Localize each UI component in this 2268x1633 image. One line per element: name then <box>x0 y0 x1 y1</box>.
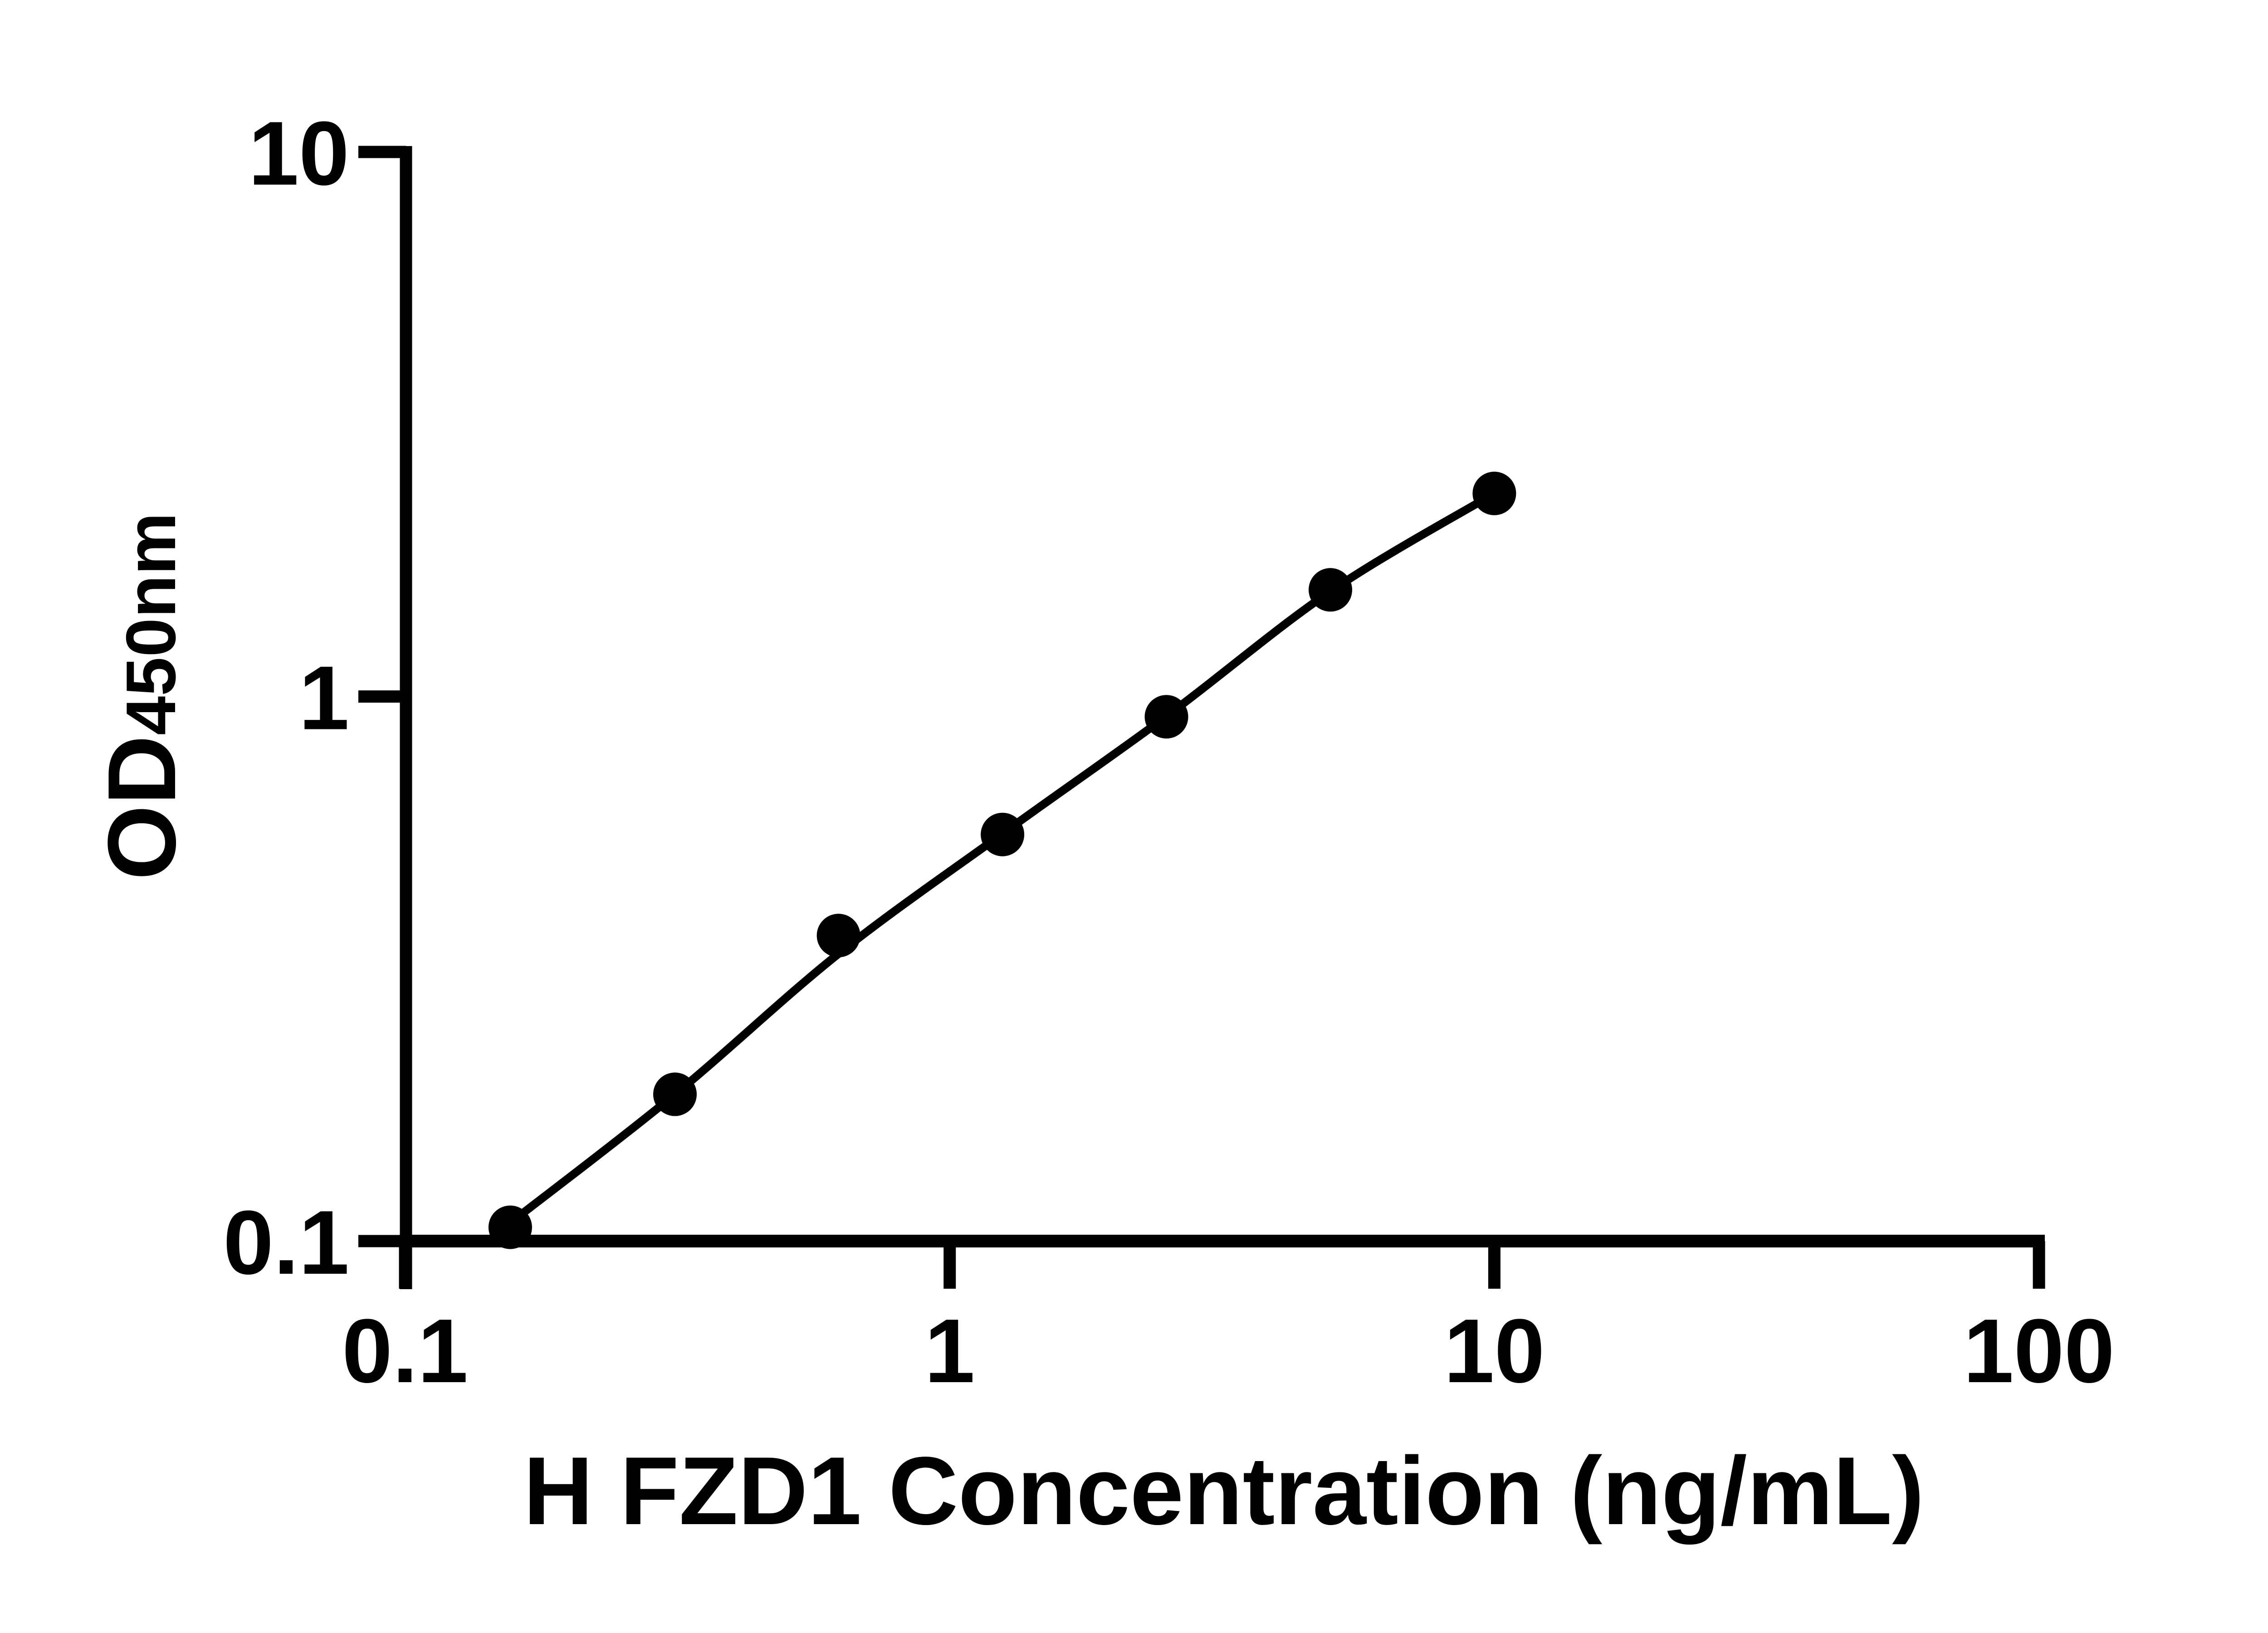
y-axis-title-main: OD <box>88 735 196 880</box>
y-axis-title: OD450nm <box>88 513 196 880</box>
x-axis-ticks <box>399 1241 2045 1289</box>
x-axis-title: H FZD1 Concentration (ng/mL) <box>523 1437 1924 1545</box>
y-axis-ticks <box>358 146 406 1247</box>
data-point <box>1472 471 1516 515</box>
data-points-layer <box>488 471 1516 1249</box>
data-point <box>488 1205 532 1249</box>
data-point <box>653 1072 697 1116</box>
y-tick-label: 0.1 <box>223 1192 349 1293</box>
data-point <box>1309 568 1352 612</box>
x-axis-tick-labels: 0.1 1 10 100 <box>342 1301 2115 1402</box>
y-tick-label: 10 <box>249 103 349 204</box>
y-tick-label: 1 <box>299 648 349 749</box>
x-tick-label: 1 <box>924 1301 975 1402</box>
x-tick-label: 0.1 <box>342 1301 468 1402</box>
x-tick-label: 10 <box>1444 1301 1545 1402</box>
data-point <box>981 812 1025 856</box>
data-point <box>816 914 860 958</box>
y-axis-title-subscript: 450nm <box>112 513 190 735</box>
x-tick-label: 100 <box>1963 1301 2115 1402</box>
y-axis-tick-labels: 0.1 1 10 <box>223 103 349 1293</box>
data-point <box>1144 695 1188 739</box>
